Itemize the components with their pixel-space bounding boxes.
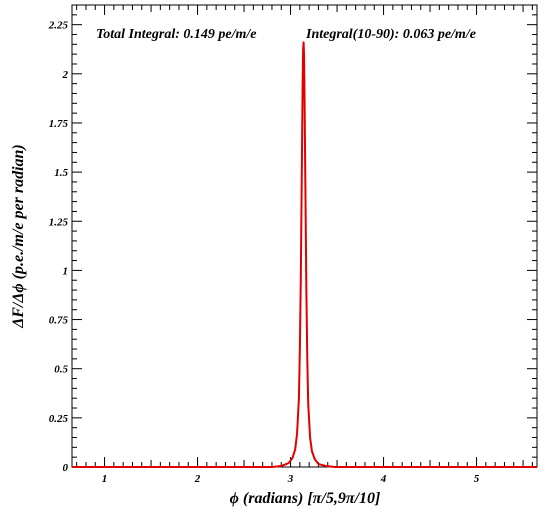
x-axis-label: ϕ (radians) [π/5,9π/10]	[230, 490, 381, 507]
x-tick-label: 3	[287, 473, 294, 485]
y-tick-label: 1.5	[54, 167, 68, 179]
series-layer	[72, 41, 537, 468]
y-tick-label: 0.75	[49, 315, 69, 327]
y-tick-label: 0	[63, 462, 69, 474]
y-tick-label: 0.5	[54, 364, 68, 376]
y-tick-label: 1.25	[49, 216, 69, 228]
x-tick-label: 2	[194, 473, 201, 485]
y-tick-label: 1.75	[49, 118, 69, 130]
annotation-integral-10-90: Integral(10-90): 0.063 pe/m/e	[305, 27, 476, 42]
annotation-total-integral: Total Integral: 0.149 pe/m/e	[96, 27, 256, 42]
y-tick-label: 2	[62, 69, 69, 81]
y-axis-ticks: 0 0.25 0.5 0.75 1 1.25 1.5 1.75 2 2.25	[48, 4, 537, 474]
plot-frame	[71, 4, 538, 468]
x-tick-label: 5	[474, 473, 480, 485]
x-tick-label: 1	[102, 473, 108, 485]
y-tick-label: 0.25	[49, 413, 69, 425]
x-tick-label: 4	[380, 473, 387, 485]
series-line	[72, 41, 537, 468]
y-tick-label: 2.25	[48, 20, 69, 32]
y-tick-label: 1	[63, 265, 69, 277]
y-axis-label: ΔF/Δϕ (p.e./m/e per radian)	[10, 144, 27, 329]
